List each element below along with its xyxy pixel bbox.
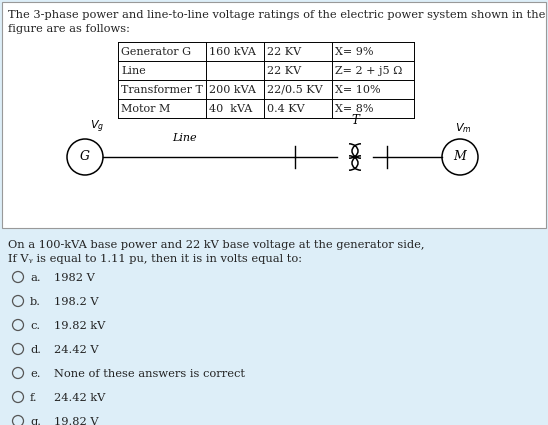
Text: If Vᵧ is equal to 1.11 pu, then it is in volts equal to:: If Vᵧ is equal to 1.11 pu, then it is in… [8,254,302,264]
Text: G: G [80,150,90,164]
Text: 160 kVA: 160 kVA [209,46,256,57]
Text: The 3-phase power and line-to-line voltage ratings of the electric power system : The 3-phase power and line-to-line volta… [8,10,548,20]
Text: d.: d. [30,345,41,355]
Text: $V_m$: $V_m$ [455,121,472,135]
Text: 22 KV: 22 KV [267,46,301,57]
Text: $V_g$: $V_g$ [90,119,104,135]
Text: Generator G: Generator G [121,46,191,57]
Text: a.: a. [30,273,41,283]
Text: None of these answers is correct: None of these answers is correct [54,369,245,379]
Text: Line: Line [121,65,146,76]
Text: 198.2 V: 198.2 V [54,297,99,307]
Text: b.: b. [30,297,41,307]
Text: 200 kVA: 200 kVA [209,85,256,94]
Text: 1982 V: 1982 V [54,273,95,283]
Text: c.: c. [30,321,40,331]
Text: 19.82 kV: 19.82 kV [54,321,105,331]
FancyBboxPatch shape [2,2,546,228]
Text: figure are as follows:: figure are as follows: [8,24,130,34]
Text: g.: g. [30,417,41,425]
Text: T: T [351,114,359,127]
Text: X= 9%: X= 9% [335,46,374,57]
Text: 0.4 KV: 0.4 KV [267,104,305,113]
Text: 24.42 kV: 24.42 kV [54,393,105,403]
Text: 22/0.5 KV: 22/0.5 KV [267,85,323,94]
Text: On a 100-kVA base power and 22 kV base voltage at the generator side,: On a 100-kVA base power and 22 kV base v… [8,240,425,250]
Text: 40  kVA: 40 kVA [209,104,252,113]
Text: 22 KV: 22 KV [267,65,301,76]
Text: e.: e. [30,369,41,379]
Text: Motor M: Motor M [121,104,170,113]
Text: M: M [454,150,466,164]
Text: Transformer T: Transformer T [121,85,203,94]
Text: X= 10%: X= 10% [335,85,381,94]
Text: X= 8%: X= 8% [335,104,374,113]
Text: 19.82 V: 19.82 V [54,417,99,425]
Text: 24.42 V: 24.42 V [54,345,99,355]
Text: f.: f. [30,393,38,403]
Text: Z= 2 + j5 Ω: Z= 2 + j5 Ω [335,65,402,76]
Text: Line: Line [172,133,196,143]
